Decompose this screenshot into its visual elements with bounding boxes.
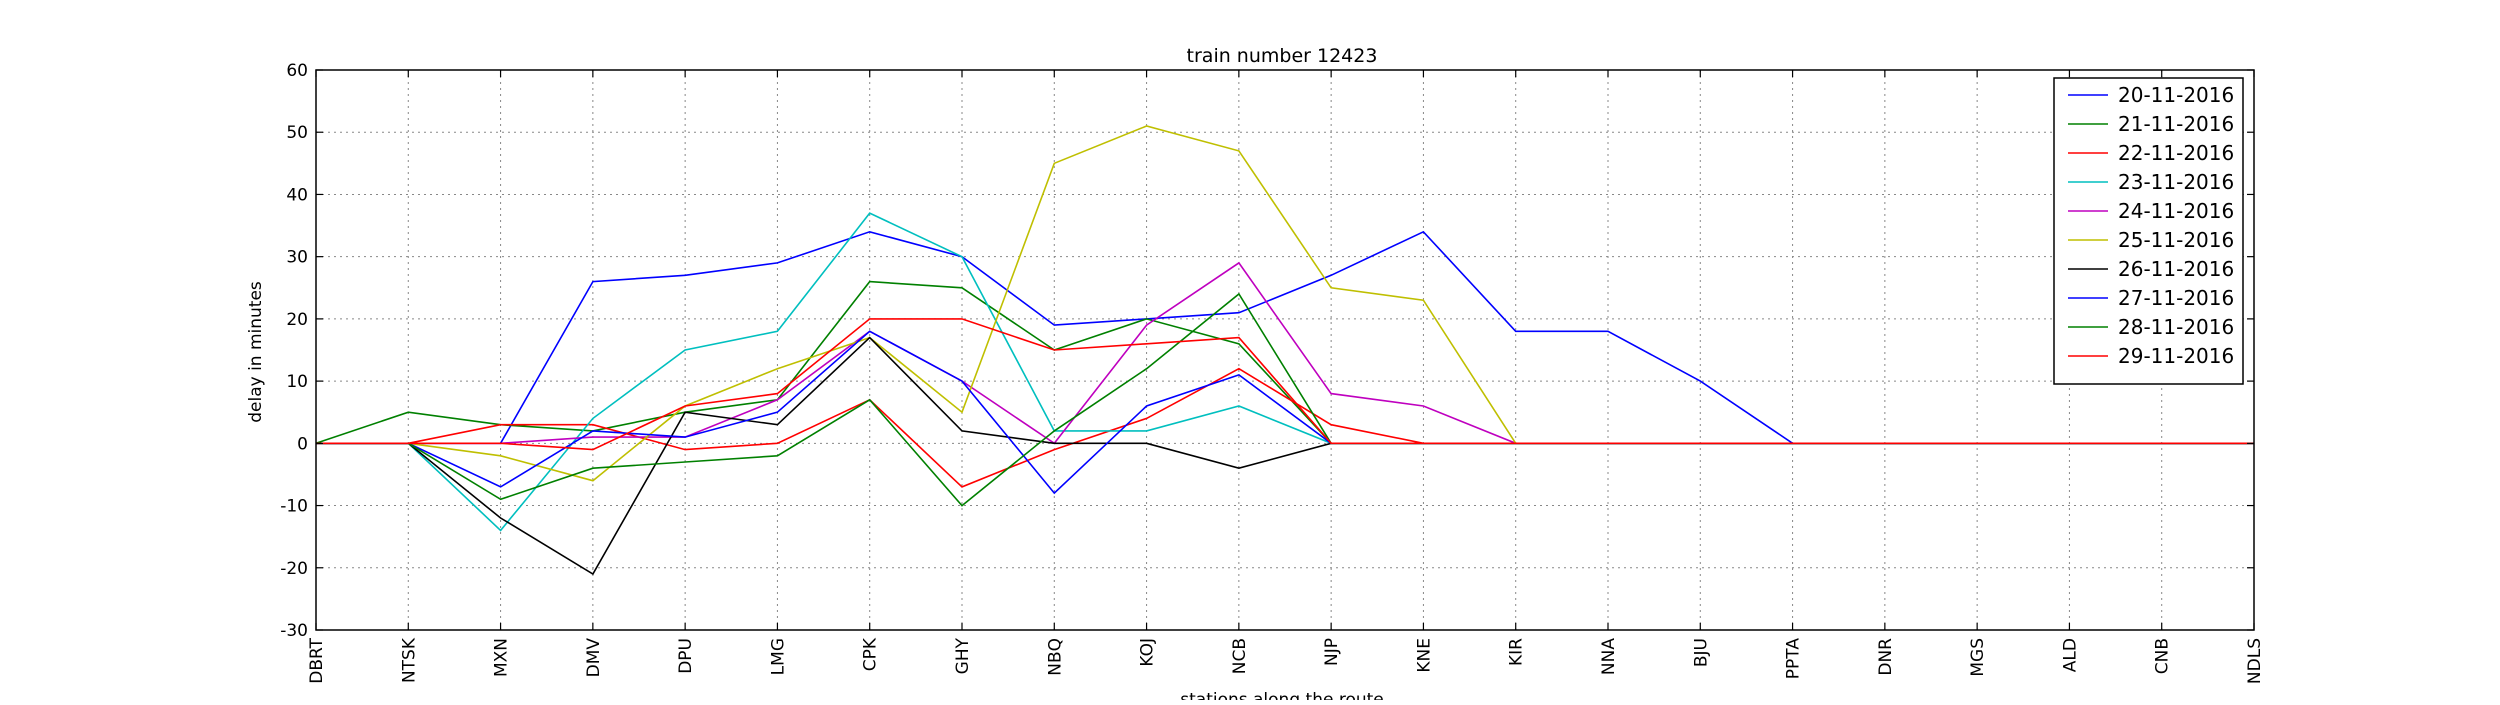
x-tick-label: DBRT [307, 637, 327, 683]
x-tick-label: KIR [1507, 638, 1527, 666]
legend-label: 26-11-2016 [2118, 257, 2234, 281]
x-tick-label: KOJ [1138, 638, 1158, 667]
x-tick-label: ALD [2060, 638, 2080, 672]
x-tick-label: MGS [1968, 638, 1988, 677]
x-tick-label: CPK [861, 637, 881, 671]
series-line [316, 318, 2254, 451]
x-tick-label: MXN [492, 638, 512, 677]
x-tick-label: PPTA [1784, 638, 1804, 680]
x-tick-label: KNE [1414, 638, 1434, 673]
x-tick-label: CNB [2153, 638, 2173, 674]
y-tick-label: 20 [286, 310, 308, 330]
legend-frame [2053, 77, 2244, 385]
y-tick-label: 0 [297, 434, 308, 454]
y-tick-label: -20 [280, 559, 308, 579]
x-tick-label: NTSK [399, 637, 419, 683]
axis-ticks: DBRT NTSK MXN DMV DPU LMG CPK GHY NBQ KOJ NCB NJP KN… [280, 61, 2265, 684]
plot-frame [315, 69, 2255, 631]
x-tick-label: NCB [1230, 638, 1250, 674]
legend-label: 21-11-2016 [2118, 112, 2234, 136]
x-tick-label: DMV [584, 638, 604, 678]
legend-label: 28-11-2016 [2118, 315, 2234, 339]
legend-label: 23-11-2016 [2118, 170, 2234, 194]
legend-label: 20-11-2016 [2118, 83, 2234, 107]
x-tick-label: LMG [768, 638, 788, 675]
y-axis-label: delay in minutes [246, 281, 266, 423]
y-tick-label: 30 [286, 248, 308, 268]
x-tick-label: NBQ [1045, 638, 1065, 676]
x-axis-label: stations along the route [1180, 690, 1384, 700]
x-tick-label: BJU [1691, 638, 1711, 667]
legend-label: 25-11-2016 [2118, 228, 2234, 252]
legend-label: 24-11-2016 [2118, 199, 2234, 223]
y-tick-label: -30 [280, 621, 308, 641]
x-tick-label: DPU [676, 638, 696, 674]
legend-label: 27-11-2016 [2118, 286, 2234, 310]
y-tick-label: 50 [286, 123, 308, 143]
x-tick-label: GHY [953, 637, 973, 674]
y-tick-label: 10 [286, 372, 308, 392]
legend-label: 29-11-2016 [2118, 344, 2234, 368]
legend-label: 22-11-2016 [2118, 141, 2234, 165]
legend: 20-11-2016 21-11-2016 22-11-2016 23-11-2016… [2053, 77, 2244, 385]
x-tick-label: NJP [1322, 638, 1342, 666]
x-tick-label: NNA [1599, 638, 1619, 675]
series-lines [315, 125, 2254, 576]
chart-title: train number 12423 [1187, 45, 1378, 67]
x-tick-label: NDLS [2245, 638, 2265, 684]
x-tick-label: DNR [1876, 638, 1896, 676]
y-tick-label: -10 [280, 497, 308, 517]
y-tick-label: 60 [286, 61, 308, 81]
y-tick-label: 40 [286, 185, 308, 205]
